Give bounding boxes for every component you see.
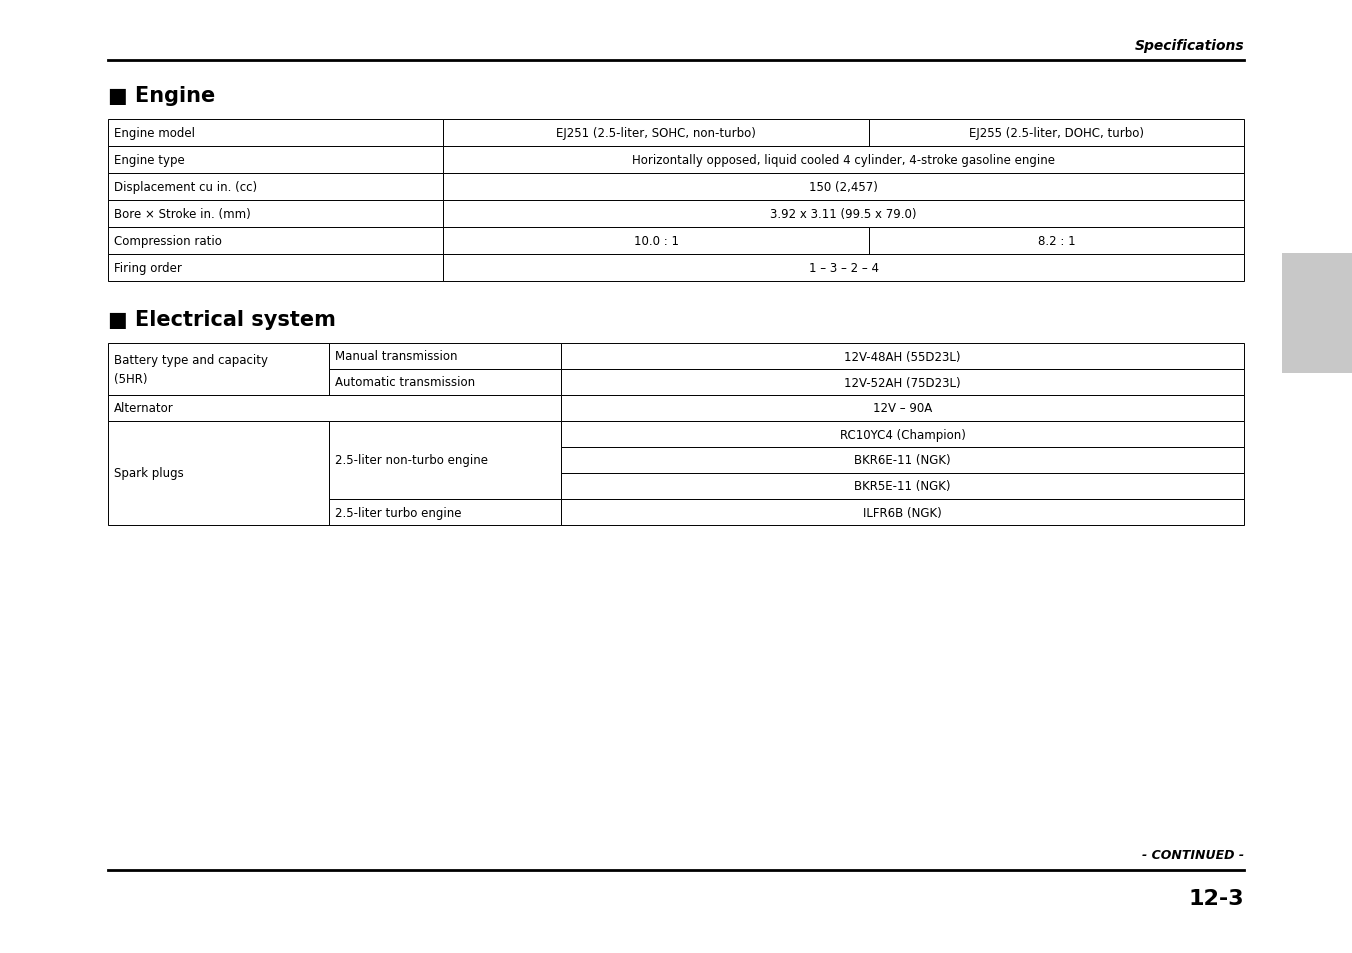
Text: Engine model: Engine model (114, 127, 195, 140)
Text: BKR6E-11 (NGK): BKR6E-11 (NGK) (854, 454, 950, 467)
Bar (329, 344, 561, 370)
Bar (561, 370, 1244, 395)
Bar (108, 344, 329, 395)
Text: RC10YC4 (Champion): RC10YC4 (Champion) (840, 428, 965, 441)
Bar (108, 228, 443, 254)
Text: 12V-48AH (55D23L): 12V-48AH (55D23L) (844, 350, 961, 363)
Bar (443, 147, 1244, 173)
Text: 2.5-liter turbo engine: 2.5-liter turbo engine (335, 506, 461, 519)
Bar (869, 120, 1244, 147)
Text: ■ Engine: ■ Engine (108, 86, 215, 106)
Bar (443, 228, 869, 254)
Text: ■ Electrical system: ■ Electrical system (108, 310, 335, 330)
Text: Automatic transmission: Automatic transmission (335, 376, 475, 389)
Text: - CONTINUED -: - CONTINUED - (1142, 848, 1244, 862)
Text: 12V – 90A: 12V – 90A (873, 402, 932, 416)
Text: 8.2 : 1: 8.2 : 1 (1038, 234, 1075, 248)
Text: Spark plugs: Spark plugs (114, 467, 184, 480)
Text: Horizontally opposed, liquid cooled 4 cylinder, 4-stroke gasoline engine: Horizontally opposed, liquid cooled 4 cy… (631, 153, 1055, 167)
Text: Compression ratio: Compression ratio (114, 234, 222, 248)
Bar (1282, 253, 1352, 374)
Text: BKR5E-11 (NGK): BKR5E-11 (NGK) (854, 480, 950, 493)
Bar (443, 120, 869, 147)
Bar (329, 421, 561, 499)
Text: Battery type and capacity: Battery type and capacity (114, 354, 268, 367)
Bar (443, 173, 1244, 201)
Text: (5HR): (5HR) (114, 373, 147, 385)
Text: Specifications: Specifications (1134, 39, 1244, 53)
Bar (561, 499, 1244, 525)
Text: 12-3: 12-3 (1188, 888, 1244, 908)
Text: 10.0 : 1: 10.0 : 1 (634, 234, 679, 248)
Text: 2.5-liter non-turbo engine: 2.5-liter non-turbo engine (335, 454, 488, 467)
Text: EJ255 (2.5-liter, DOHC, turbo): EJ255 (2.5-liter, DOHC, turbo) (969, 127, 1144, 140)
Bar (561, 448, 1244, 474)
Text: 3.92 x 3.11 (99.5 x 79.0): 3.92 x 3.11 (99.5 x 79.0) (771, 208, 917, 221)
Text: Bore × Stroke in. (mm): Bore × Stroke in. (mm) (114, 208, 250, 221)
Bar (108, 421, 329, 525)
Bar (329, 499, 561, 525)
Bar (561, 395, 1244, 421)
Bar (443, 254, 1244, 282)
Bar (108, 201, 443, 228)
Bar (329, 370, 561, 395)
Text: 150 (2,457): 150 (2,457) (808, 181, 877, 193)
Text: 1 – 3 – 2 – 4: 1 – 3 – 2 – 4 (808, 262, 879, 274)
Bar (561, 344, 1244, 370)
Text: Manual transmission: Manual transmission (335, 350, 457, 363)
Bar (443, 201, 1244, 228)
Text: Alternator: Alternator (114, 402, 174, 416)
Bar (561, 474, 1244, 499)
Text: ILFR6B (NGK): ILFR6B (NGK) (863, 506, 942, 519)
Bar (108, 120, 443, 147)
Bar (108, 147, 443, 173)
Bar (561, 421, 1244, 448)
Bar (108, 254, 443, 282)
Text: Displacement cu in. (cc): Displacement cu in. (cc) (114, 181, 257, 193)
Bar (108, 173, 443, 201)
Text: 12V-52AH (75D23L): 12V-52AH (75D23L) (844, 376, 961, 389)
Text: EJ251 (2.5-liter, SOHC, non-turbo): EJ251 (2.5-liter, SOHC, non-turbo) (556, 127, 756, 140)
Text: Engine type: Engine type (114, 153, 185, 167)
Text: Firing order: Firing order (114, 262, 183, 274)
Bar (869, 228, 1244, 254)
Bar (108, 395, 561, 421)
